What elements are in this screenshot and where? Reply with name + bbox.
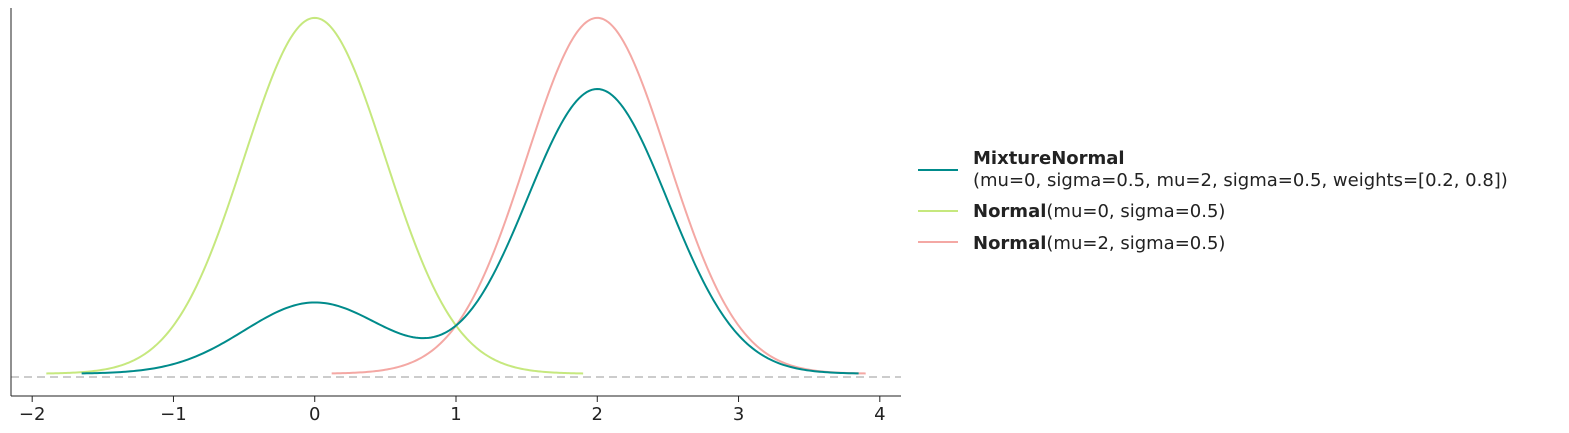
x-tick-label: 2	[592, 404, 603, 425]
legend-label-mixture-params: (mu=0, sigma=0.5, mu=2, sigma=0.5, weigh…	[973, 170, 1508, 191]
legend-label-normal-0: Normal(mu=0, sigma=0.5)	[973, 201, 1225, 222]
legend-label-normal-0-name: Normal	[973, 201, 1046, 222]
x-tick-label: 0	[309, 404, 320, 425]
x-tick-label: 3	[733, 404, 744, 425]
x-tick-label: −1	[160, 404, 187, 425]
legend-entry-normal-0: Normal(mu=0, sigma=0.5)	[918, 201, 1225, 222]
x-ticks: −2 −1 0 1 2 3 4	[19, 396, 886, 425]
legend-label-normal-2: Normal(mu=2, sigma=0.5)	[973, 233, 1225, 254]
legend-label-normal-2-name: Normal	[973, 233, 1046, 254]
x-tick-label: −2	[19, 404, 46, 425]
legend-label-normal-2-params: (mu=2, sigma=0.5)	[1046, 233, 1225, 254]
series-line-1	[46, 16, 584, 375]
series-layer	[46, 16, 866, 375]
legend-label-normal-0-params: (mu=0, sigma=0.5)	[1046, 201, 1225, 222]
legend-label-mixture-name: MixtureNormal	[973, 148, 1125, 169]
x-tick-label: 1	[450, 404, 461, 425]
plot-area: −2 −1 0 1 2 3 4	[10, 8, 901, 425]
series-line-0	[81, 88, 859, 375]
legend: MixtureNormal (mu=0, sigma=0.5, mu=2, si…	[918, 148, 1508, 254]
series-line-2	[331, 16, 866, 375]
legend-entry-mixture: MixtureNormal (mu=0, sigma=0.5, mu=2, si…	[918, 148, 1508, 191]
x-tick-label: 4	[874, 404, 885, 425]
legend-entry-normal-2: Normal(mu=2, sigma=0.5)	[918, 233, 1225, 254]
